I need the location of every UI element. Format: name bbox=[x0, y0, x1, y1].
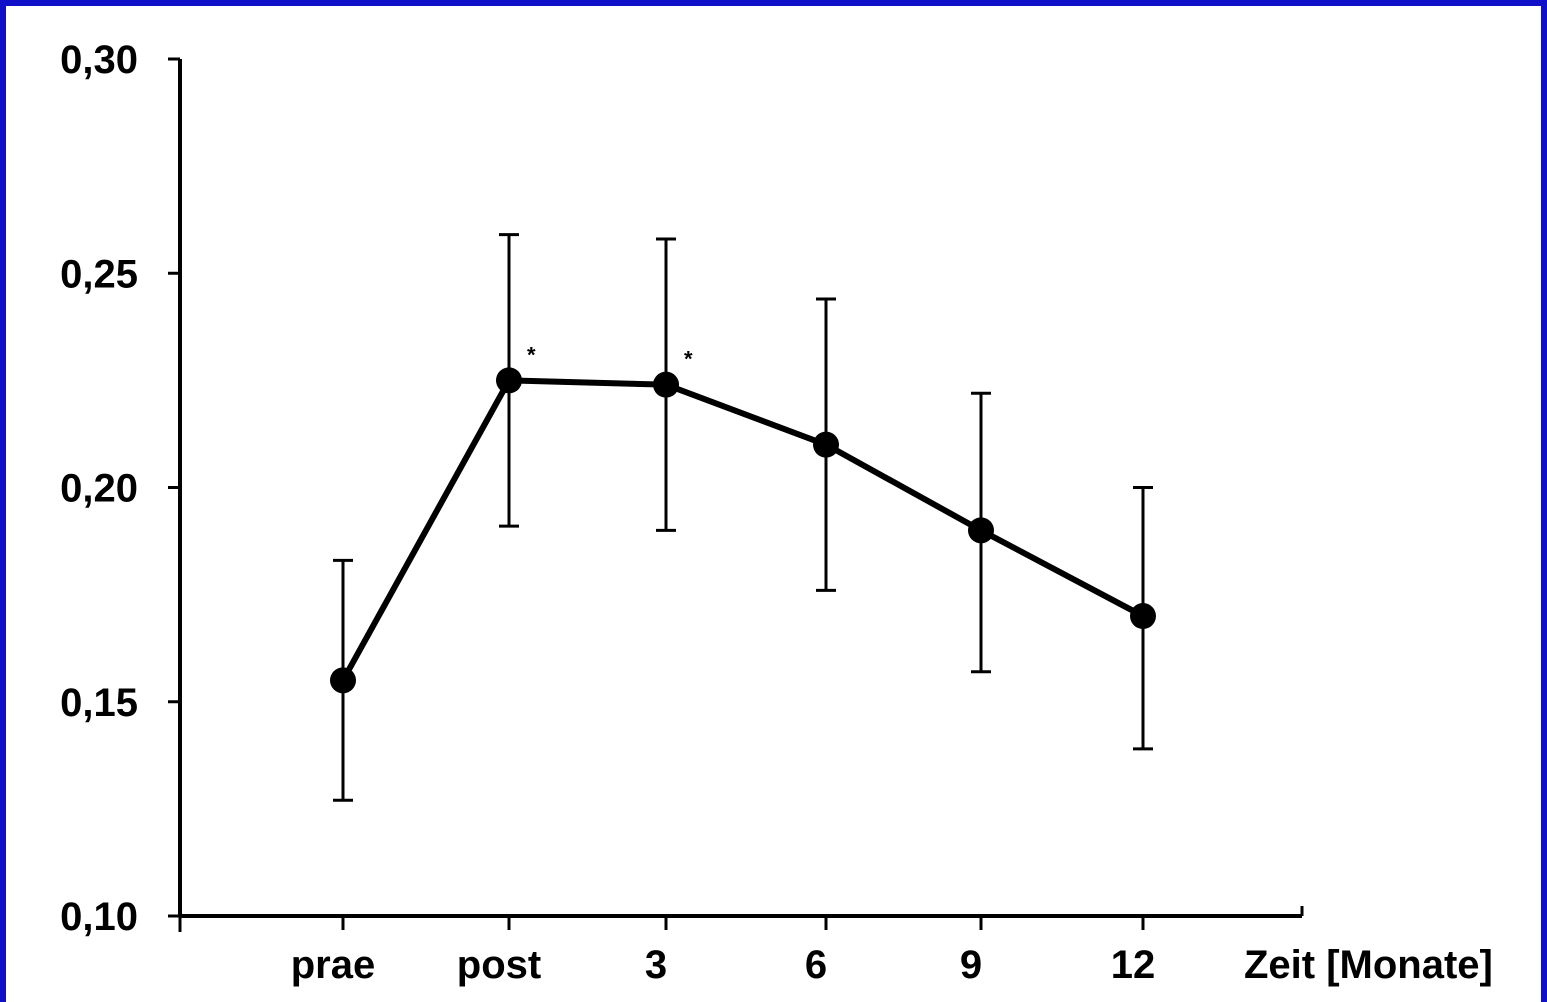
data-point bbox=[653, 371, 679, 398]
x-tick-label: post bbox=[457, 943, 541, 987]
significance-marker: * bbox=[527, 342, 536, 367]
data-point bbox=[1130, 603, 1156, 630]
x-axis-tick-labels: prae post 3 6 9 12 bbox=[291, 943, 1156, 987]
chart-axes bbox=[168, 57, 1304, 932]
data-point bbox=[330, 667, 356, 694]
line-chart: 0,100,150,200,250,30 prae post 3 6 9 12 * * Ze… bbox=[60, 38, 1493, 987]
y-tick-label: 0,15 bbox=[60, 681, 138, 725]
error-bars bbox=[333, 233, 1153, 802]
y-tick-label: 0,30 bbox=[60, 38, 138, 82]
x-tick-label: 3 bbox=[645, 943, 667, 987]
x-tick-label: prae bbox=[291, 943, 376, 987]
series-line bbox=[340, 377, 1145, 682]
significance-marker: * bbox=[684, 347, 693, 372]
y-tick-label: 0,10 bbox=[60, 895, 138, 939]
y-tick-label: 0,20 bbox=[60, 467, 138, 511]
significance-markers: * * bbox=[527, 342, 693, 371]
chart-panel: 0,10 0,15 0,20 0,25 0,30 prae post 3 6 9 12 * * Ze… bbox=[6, 6, 1541, 1002]
y-tick-label: 0,25 bbox=[60, 252, 138, 296]
y-axis-tick-labels: 0,10 0,15 0,20 0,25 0,30 bbox=[60, 38, 138, 939]
x-tick-label: 6 bbox=[805, 943, 827, 987]
data-points bbox=[330, 367, 1156, 694]
data-point bbox=[496, 367, 522, 394]
x-tick-label: 9 bbox=[960, 943, 982, 987]
x-tick-label: 12 bbox=[1111, 943, 1156, 987]
x-axis-title: Zeit [Monate] bbox=[1244, 943, 1493, 987]
data-point bbox=[968, 517, 994, 544]
data-point bbox=[813, 431, 839, 458]
series-lines bbox=[340, 377, 1145, 682]
